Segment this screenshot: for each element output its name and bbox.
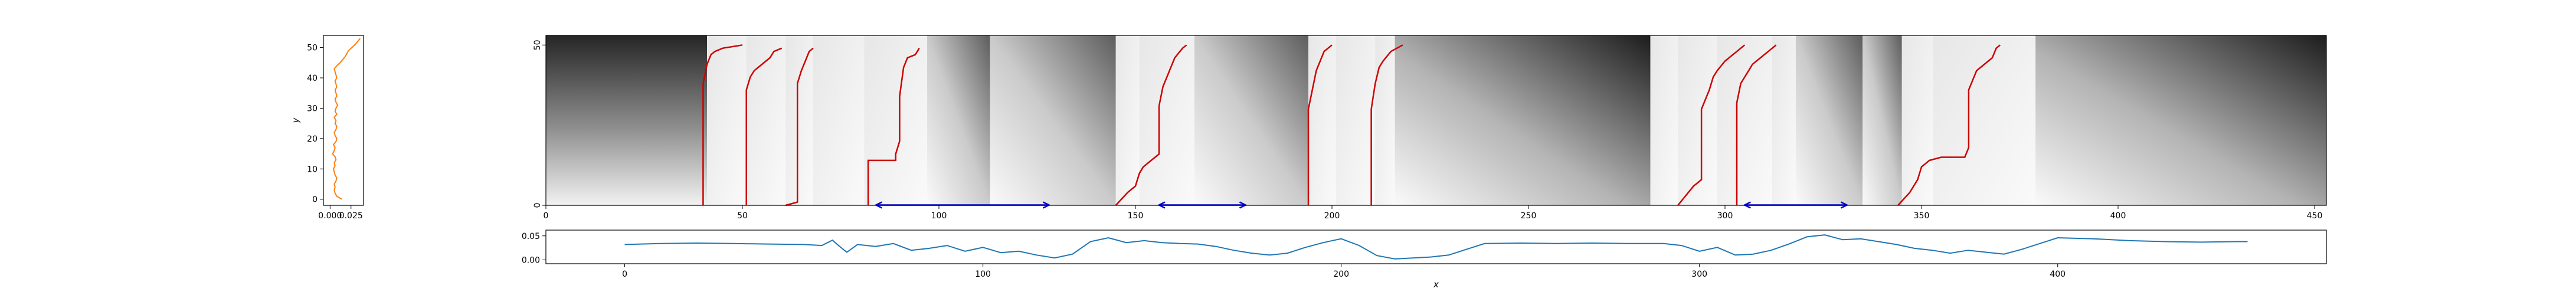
marginal-y-line <box>332 38 361 200</box>
marginal-x-xlabel: x <box>1433 279 1439 290</box>
marginal-x-frame <box>545 230 2327 264</box>
heatmap-xtick-label: 400 <box>2110 211 2126 221</box>
heatmap-xtick-label: 200 <box>1324 211 1340 221</box>
heatmap-segment <box>1678 35 1717 205</box>
marginal-y-xtick-label: 0.025 <box>339 211 363 221</box>
heatmap-segment <box>1375 35 1395 205</box>
heatmap-segment <box>1139 35 1194 205</box>
alignment-path <box>867 48 920 205</box>
alignment-path <box>785 47 814 206</box>
marginal-y-ytick-label: 50 <box>307 44 318 53</box>
heatmap-segment <box>2035 35 2326 205</box>
marginal-y-ytick-label: 40 <box>307 74 318 83</box>
alignment-path <box>745 47 783 205</box>
heatmap-frame <box>545 35 2327 206</box>
marginal-y-ytick-label: 0 <box>312 195 318 205</box>
alignment-path <box>1677 44 1746 206</box>
heatmap-segment <box>1308 35 1336 205</box>
marginal-x-xtick-label: 0 <box>622 270 627 279</box>
heatmap-segment <box>1933 35 2036 205</box>
marginal-y-xtick-label: 0.000 <box>318 211 342 221</box>
alignment-path <box>1736 44 1777 205</box>
heatmap-xtick-label: 0 <box>544 211 549 221</box>
marginal-y-ytick-label: 10 <box>307 165 318 174</box>
heatmap-segment <box>990 35 1116 205</box>
heatmap-segment <box>1717 35 1772 205</box>
alignment-path <box>1307 44 1333 205</box>
marginal-x-xtick-label: 200 <box>1333 270 1349 279</box>
heatmap-segment <box>707 35 747 205</box>
alignment-path <box>1897 44 2001 206</box>
alignment-path <box>1370 44 1403 205</box>
heatmap-xtick-label: 450 <box>2307 211 2323 221</box>
heatmap-segment <box>1901 35 1933 205</box>
heatmap-segment <box>1650 35 1678 205</box>
heatmap-xtick-label: 150 <box>1128 211 1144 221</box>
heatmap-xtick-label: 350 <box>1914 211 1930 221</box>
heatmap-xtick-label: 300 <box>1717 211 1733 221</box>
marginal-y-ytick-label: 20 <box>307 135 318 144</box>
heatmap-segment <box>927 35 990 205</box>
marginal-x-xtick-label: 100 <box>975 270 991 279</box>
marginal-x-ytick-label: 0.00 <box>522 255 540 265</box>
heatmap-segment <box>546 35 708 205</box>
marginal-y-frame <box>323 35 364 206</box>
heatmap-plot: 0 50 100 150 200 250 300 350 400 450 0 50 <box>533 35 2327 221</box>
heatmap-segment <box>1395 35 1651 205</box>
marginal-x-line <box>624 234 2248 260</box>
heatmap-segment <box>1863 35 1902 205</box>
heatmap-xtick-label: 50 <box>737 211 748 221</box>
heatmap-ytick-label: 0 <box>533 203 542 208</box>
marginal-y-ytick-label: 30 <box>307 104 318 113</box>
heatmap-xtick-label: 250 <box>1521 211 1537 221</box>
heatmap-ytick-label: 50 <box>533 40 542 50</box>
heatmap-xtick-label: 100 <box>931 211 947 221</box>
alignment-path <box>702 44 743 205</box>
marginal-x-xtick-label: 400 <box>2050 270 2066 279</box>
heatmap-segment <box>1336 35 1376 205</box>
heatmap-segment <box>1115 35 1140 205</box>
marginal-x-plot: 0 100 200 300 400 0.00 0.05 x <box>522 230 2327 290</box>
heatmap-segment <box>1795 35 1863 205</box>
heatmap-segment <box>864 35 928 205</box>
marginal-y-ylabel: y <box>290 117 301 123</box>
heatmap-segment <box>1772 35 1796 205</box>
alignment-path <box>1115 44 1187 206</box>
heatmap-segment <box>1194 35 1309 205</box>
marginal-x-ytick-label: 0.05 <box>522 232 540 241</box>
heatmap-segment <box>746 35 786 205</box>
heatmap-segment <box>785 35 813 205</box>
marginal-x-xtick-label: 300 <box>1691 270 1707 279</box>
heatmap-segment <box>813 35 865 205</box>
